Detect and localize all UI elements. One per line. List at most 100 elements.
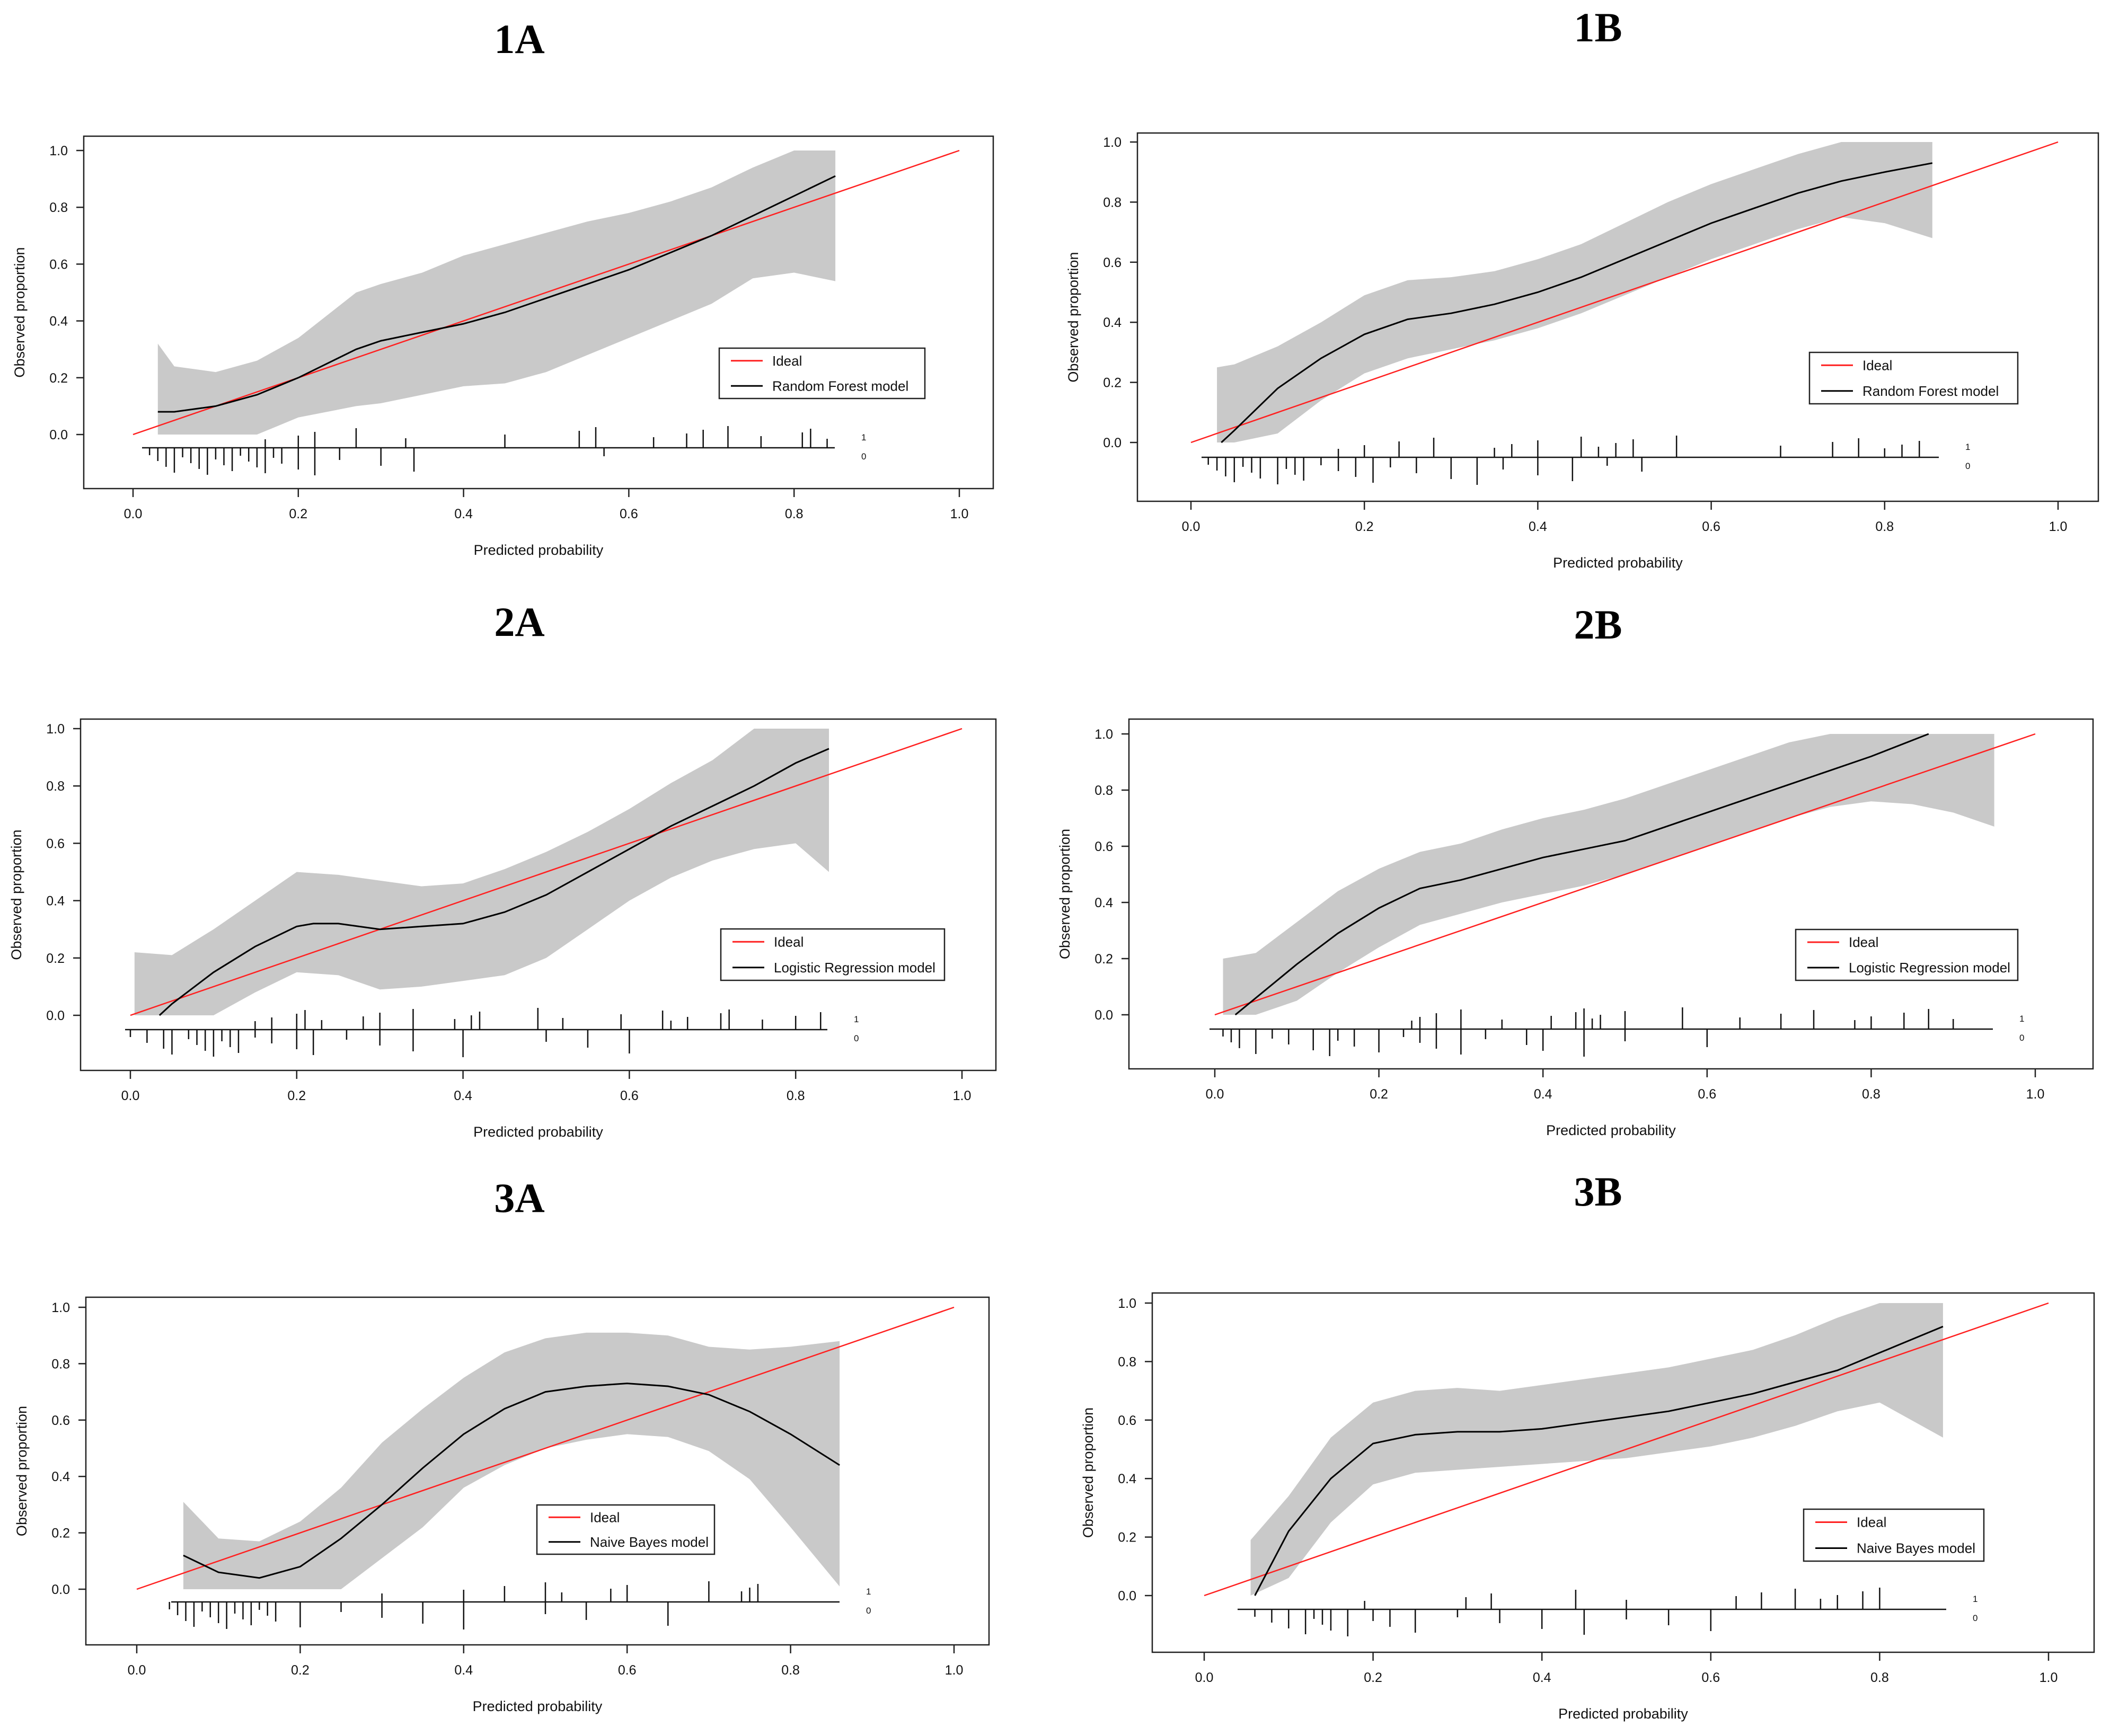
plot-frame bbox=[1136, 132, 2099, 502]
y-tick-label: 0.8 bbox=[1118, 1354, 1136, 1369]
x-tick-label: 0.6 bbox=[1702, 519, 1720, 534]
plot-frame bbox=[85, 1296, 990, 1646]
x-tick-label: 0.2 bbox=[287, 1088, 306, 1103]
legend-entry: Random Forest model bbox=[1862, 383, 1999, 399]
x-tick-label: 1.0 bbox=[2049, 519, 2068, 534]
x-tick-label: 0.6 bbox=[1698, 1087, 1716, 1102]
x-tick-label: 1.0 bbox=[2026, 1087, 2045, 1102]
panel-title-3b: 3B bbox=[1574, 1168, 1622, 1215]
x-tick-label: 0.6 bbox=[620, 1088, 639, 1103]
y-axis-label: Observed proportion bbox=[1065, 252, 1081, 382]
legend-entry: Ideal bbox=[772, 353, 802, 369]
plot-frame bbox=[1151, 1292, 2095, 1653]
y-tick-label: 0.6 bbox=[46, 836, 65, 851]
legend-entry: Ideal bbox=[590, 1509, 620, 1525]
legend-entry: Naive Bayes model bbox=[590, 1534, 709, 1550]
x-tick-label: 1.0 bbox=[2040, 1670, 2058, 1685]
legend-entry: Logistic Regression model bbox=[774, 960, 935, 976]
rug-label-events: 1 bbox=[854, 1014, 859, 1024]
x-tick-label: 0.8 bbox=[787, 1088, 805, 1103]
model-curve bbox=[183, 1383, 840, 1579]
y-tick-label: 0.6 bbox=[1103, 255, 1122, 270]
ideal-line bbox=[130, 728, 963, 1016]
y-tick-label: 1.0 bbox=[1118, 1296, 1136, 1311]
x-tick-label: 0.8 bbox=[781, 1663, 800, 1678]
rug-label-events: 1 bbox=[2019, 1014, 2024, 1024]
x-tick-label: 0.0 bbox=[1182, 519, 1200, 534]
x-axis-label: Predicted probability bbox=[1558, 1706, 1688, 1722]
legend: Ideal Random Forest model bbox=[718, 347, 926, 400]
y-tick-label: 0.4 bbox=[1094, 896, 1113, 910]
rug-label-events: 1 bbox=[866, 1587, 871, 1597]
y-tick-label: 0.8 bbox=[46, 779, 65, 794]
legend-entry: Naive Bayes model bbox=[1857, 1540, 1975, 1556]
y-axis-label: Observed proportion bbox=[8, 829, 24, 960]
panel-1b: 1B 1 0 0.0 0.2 0.4 0.6 0.8 1.0 0.0 0.2 0.4 0.6 0.8 1.0… bbox=[1065, 4, 2099, 571]
x-tick-label: 0.0 bbox=[1206, 1087, 1224, 1102]
x-tick-label: 0.6 bbox=[1701, 1670, 1720, 1685]
x-tick-label: 1.0 bbox=[953, 1088, 972, 1103]
y-tick-label: 0.8 bbox=[1094, 783, 1113, 798]
rug-label-nonevents: 0 bbox=[1965, 461, 1970, 471]
x-tick-label: 0.0 bbox=[128, 1663, 146, 1678]
legend-box bbox=[720, 928, 946, 981]
ideal-line bbox=[1204, 1302, 2049, 1597]
x-tick-label: 0.0 bbox=[121, 1088, 140, 1103]
y-tick-label: 0.2 bbox=[49, 371, 68, 386]
x-tick-label: 0.8 bbox=[1862, 1087, 1881, 1102]
legend: Ideal Logistic Regression model bbox=[720, 928, 946, 981]
legend-entry: Logistic Regression model bbox=[1849, 960, 2010, 976]
y-tick-label: 0.0 bbox=[1118, 1589, 1136, 1604]
legend: Ideal Logistic Regression model bbox=[1795, 928, 2019, 981]
y-tick-label: 0.2 bbox=[1094, 952, 1113, 967]
y-axis-label: Observed proportion bbox=[1057, 829, 1073, 959]
ideal-line bbox=[136, 1306, 955, 1590]
legend-box bbox=[1808, 351, 2019, 405]
model-curve bbox=[1254, 1325, 1944, 1596]
panel-title-1b: 1B bbox=[1574, 4, 1622, 50]
rug-label-nonevents: 0 bbox=[2019, 1033, 2024, 1043]
y-tick-label: 1.0 bbox=[1094, 727, 1113, 742]
legend-entry: Ideal bbox=[1862, 357, 1892, 373]
legend: Ideal Naive Bayes model bbox=[536, 1504, 716, 1555]
x-tick-label: 0.4 bbox=[1534, 1087, 1552, 1102]
x-tick-label: 0.8 bbox=[1875, 519, 1894, 534]
x-tick-label: 0.4 bbox=[454, 1088, 472, 1103]
legend: Ideal Naive Bayes model bbox=[1803, 1508, 1985, 1562]
legend-box bbox=[1803, 1508, 1985, 1562]
y-tick-label: 1.0 bbox=[49, 144, 68, 158]
y-tick-label: 0.6 bbox=[1118, 1413, 1136, 1428]
panel-2a: 2A 1 0 0.0 0.2 0.4 0.6 0.8 1.0 0.0 0.2 0.4 0.6 0.8 1.0… bbox=[8, 599, 997, 1140]
x-tick-label: 0.6 bbox=[620, 507, 638, 521]
x-tick-label: 0.4 bbox=[454, 507, 473, 521]
x-axis-label: Predicted probability bbox=[474, 542, 604, 558]
y-tick-label: 0.0 bbox=[46, 1008, 65, 1023]
y-tick-label: 0.6 bbox=[49, 257, 68, 272]
panel-title-3a: 3A bbox=[494, 1175, 544, 1221]
y-tick-label: 0.0 bbox=[1103, 436, 1122, 450]
y-tick-label: 0.2 bbox=[1118, 1530, 1136, 1545]
legend-box bbox=[718, 347, 926, 400]
y-axis-label: Observed proportion bbox=[14, 1406, 30, 1536]
legend-entry: Ideal bbox=[1849, 934, 1878, 950]
rug-label-nonevents: 0 bbox=[861, 451, 866, 462]
rug-label-events: 1 bbox=[1973, 1594, 1977, 1604]
x-tick-label: 0.4 bbox=[1529, 519, 1547, 534]
rug-label-events: 1 bbox=[861, 432, 866, 442]
y-tick-label: 1.0 bbox=[51, 1300, 70, 1315]
confidence-band bbox=[134, 729, 829, 1015]
y-tick-label: 1.0 bbox=[46, 722, 65, 737]
legend-entry: Random Forest model bbox=[772, 378, 908, 394]
y-tick-label: 0.0 bbox=[51, 1582, 70, 1597]
x-axis-label: Predicted probability bbox=[1553, 555, 1683, 571]
model-curve bbox=[158, 748, 829, 1016]
model-curve bbox=[1221, 162, 1933, 444]
rug-label-nonevents: 0 bbox=[866, 1606, 871, 1616]
x-tick-label: 0.0 bbox=[124, 507, 143, 521]
panel-title-1a: 1A bbox=[494, 16, 544, 62]
confidence-band bbox=[1223, 734, 1994, 1015]
ideal-line bbox=[1190, 141, 2059, 444]
x-axis-label: Predicted probability bbox=[473, 1698, 603, 1714]
x-axis-label: Predicted probability bbox=[1546, 1122, 1676, 1138]
x-tick-label: 0.4 bbox=[1533, 1670, 1551, 1685]
